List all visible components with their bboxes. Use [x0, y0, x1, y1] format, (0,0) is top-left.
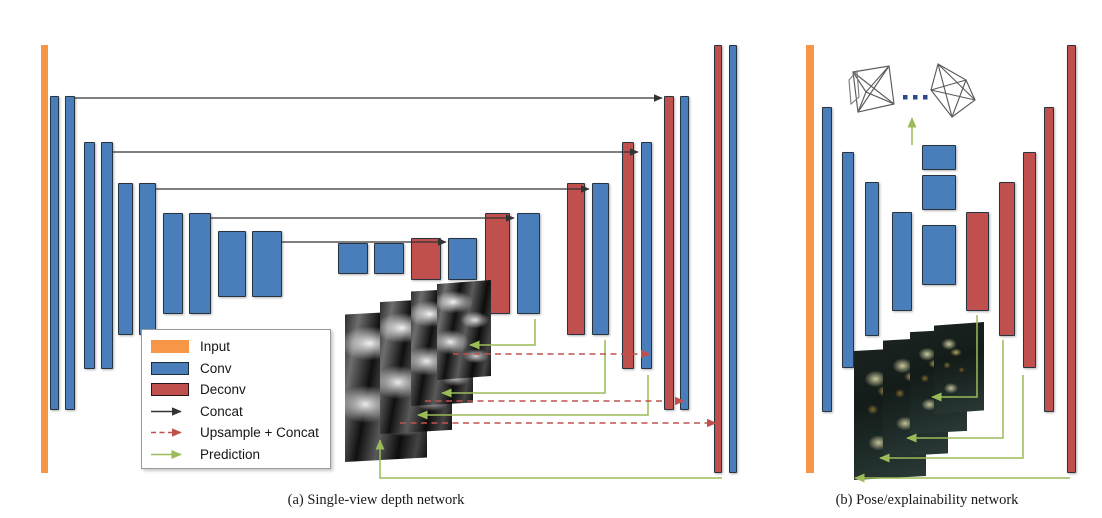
- subfigure-caption-a: (a) Single-view depth network: [287, 492, 465, 508]
- depth-conv-block: [680, 96, 689, 410]
- upsample-arrow-icon: [151, 426, 189, 439]
- depth-deconv-block: [485, 213, 510, 314]
- depth-deconv-block: [567, 183, 585, 335]
- depth-conv-block: [84, 142, 95, 369]
- depth-conv-block: [218, 231, 246, 297]
- legend-label: Concat: [200, 403, 243, 419]
- pose-conv-block: [842, 152, 854, 368]
- depth-deconv-block: [411, 238, 441, 280]
- depth-conv-block: [448, 238, 477, 280]
- depth-input-bar: [41, 45, 48, 473]
- depth-conv-block: [139, 183, 156, 335]
- subfigure-caption-b: (b) Pose/explainability network: [835, 492, 1019, 508]
- conv-swatch-icon: [151, 361, 189, 375]
- depth-conv-block: [163, 213, 183, 314]
- depth-deconv-block: [714, 45, 722, 473]
- single-view-depth-network-panel: [41, 45, 737, 473]
- depth-deconv-block: [664, 96, 674, 410]
- depth-conv-block: [65, 96, 75, 410]
- pose-head-conv-block: [922, 145, 956, 170]
- legend-label: Deconv: [200, 382, 246, 397]
- legend-label: Prediction: [200, 446, 261, 462]
- legend-item-upsample: Upsample + Concat: [142, 422, 330, 444]
- explainability-mask-image: [934, 322, 984, 414]
- legend-label: Upsample + Concat: [200, 425, 319, 440]
- depth-conv-block: [118, 183, 133, 335]
- depth-deconv-block: [622, 142, 634, 369]
- depth-conv-block: [729, 45, 737, 473]
- depth-conv-block: [101, 142, 113, 369]
- prediction-arrow-icon: [151, 448, 189, 461]
- legend-item-input: Input: [142, 336, 330, 358]
- depth-prediction-stack: [345, 272, 535, 467]
- pose-explainability-network-panel: [752, 0, 1102, 480]
- pose-input-bar: [806, 45, 814, 473]
- legend-item-prediction: Prediction: [142, 444, 330, 466]
- depth-conv-block: [50, 96, 59, 410]
- legend-item-conv: Conv: [142, 358, 330, 380]
- concat-arrow-icon: [151, 405, 189, 418]
- depth-conv-block: [592, 183, 609, 335]
- depth-conv-block: [517, 213, 540, 314]
- legend-label: Input: [200, 339, 231, 354]
- depth-conv-block: [374, 243, 404, 274]
- legend-item-concat: Concat: [142, 401, 330, 423]
- legend-item-deconv: Deconv: [142, 379, 330, 401]
- depth-conv-block: [641, 142, 652, 369]
- depth-conv-block: [338, 243, 368, 274]
- pose-deconv-block: [1023, 152, 1036, 368]
- pose-head-conv-block: [922, 175, 956, 210]
- input-swatch-icon: [151, 340, 189, 354]
- explainability-mask-stack: [854, 315, 1034, 485]
- legend-box: Input Conv Deconv Concat: [141, 329, 331, 469]
- pose-head-conv-block: [922, 225, 956, 285]
- deconv-swatch-icon: [151, 383, 189, 397]
- legend-label: Conv: [200, 360, 232, 376]
- pose-deconv-block: [1044, 107, 1054, 412]
- depth-conv-block: [252, 231, 282, 297]
- pose-conv-block: [865, 182, 879, 336]
- depth-map-image: [437, 280, 491, 380]
- depth-conv-block: [189, 213, 211, 314]
- pose-deconv-block: [999, 182, 1015, 336]
- pose-conv-block: [822, 107, 832, 412]
- pose-conv-block: [892, 212, 912, 311]
- pose-deconv-block: [966, 212, 989, 311]
- pose-deconv-block: [1067, 45, 1076, 473]
